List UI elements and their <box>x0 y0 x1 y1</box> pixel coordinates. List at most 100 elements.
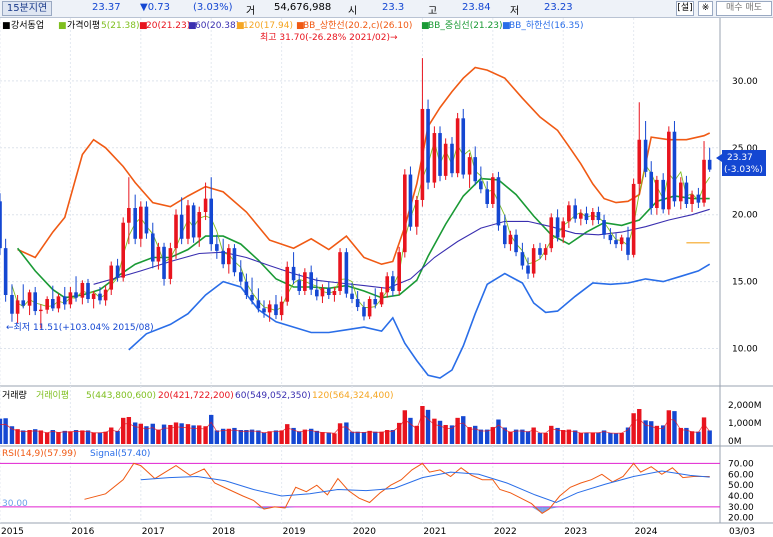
volume-bar <box>62 430 67 444</box>
rsi-y-tick: 30.00 <box>728 503 754 513</box>
volume-bar <box>543 432 548 444</box>
volume-bar <box>361 432 367 444</box>
candle-body <box>256 300 261 309</box>
price-change: ▼0.73 <box>140 2 170 13</box>
candle-body <box>197 212 202 238</box>
volume-bar <box>291 427 296 444</box>
volume-bar <box>297 431 302 444</box>
candle-body <box>127 208 131 223</box>
candle-body <box>144 206 149 234</box>
volume-bar <box>244 430 249 444</box>
candle-body <box>285 266 290 302</box>
volume-bar <box>601 430 607 444</box>
candle-body <box>139 206 143 239</box>
volume-bar <box>126 417 132 444</box>
rsi-y-tick: 60.00 <box>728 470 754 480</box>
quote-bar: 15분지연 23.37 ▼0.73 (3.03%) 거 54,676,988 시… <box>0 0 773 18</box>
candle-body <box>631 183 636 255</box>
volume-ma120: 120(564,324,400) <box>312 391 393 401</box>
candle-body <box>561 221 566 238</box>
volume-bar <box>121 417 126 444</box>
volume-y-tick: 1,000M <box>728 419 762 429</box>
ma60-line <box>93 208 710 289</box>
open-value: 23.3 <box>382 2 405 13</box>
candle-body <box>432 133 437 183</box>
volume-bar <box>344 422 349 444</box>
candle-body <box>614 240 618 245</box>
candle-body <box>379 292 384 305</box>
volume-bar <box>420 406 425 444</box>
volume-ma20: 20(421,722,200) <box>158 391 234 401</box>
candle-body <box>338 252 342 291</box>
volume-bar <box>320 432 325 444</box>
price-y-tick: 30.00 <box>732 77 758 87</box>
volume-bar <box>396 422 402 444</box>
candle-body <box>526 265 530 274</box>
price-y-tick: 15.00 <box>732 278 758 288</box>
rsi-oversold-fill <box>549 506 560 510</box>
trade-button[interactable]: 매수 매도 <box>716 1 772 16</box>
candle-body <box>62 296 67 305</box>
candle-body <box>502 225 507 245</box>
volume-bar <box>185 424 191 444</box>
volume-bar <box>484 429 490 444</box>
volume-bar <box>3 418 8 444</box>
candle-body <box>303 272 307 291</box>
volume-bar <box>508 431 513 444</box>
x-tick-label: 2016 <box>71 527 94 537</box>
volume-bar <box>150 423 155 444</box>
x-tick-label: 2022 <box>494 527 517 537</box>
candle-body <box>397 252 401 291</box>
candle-body <box>590 212 595 221</box>
volume-bar <box>349 431 355 444</box>
volume-bar <box>467 427 472 444</box>
candle-body <box>678 182 683 202</box>
volume-bar <box>572 430 578 444</box>
candle-body <box>39 309 43 312</box>
gear-icon[interactable]: ※ <box>698 1 713 16</box>
volume-bar <box>138 423 144 444</box>
rsi-oversold-fill <box>285 506 296 508</box>
volume-bar <box>566 429 572 444</box>
volume-bar <box>443 424 448 444</box>
volume-bar <box>390 430 396 444</box>
candle-body <box>461 118 466 175</box>
settings-button[interactable]: [설] <box>676 1 694 16</box>
volume-bar <box>590 432 595 444</box>
rsi-y-tick: 20.00 <box>728 514 754 524</box>
volume-bar <box>596 432 601 444</box>
signal-legend: Signal(57.40) <box>90 449 150 459</box>
volume-bar <box>631 413 636 444</box>
price-tag-pct: (-3.03%) <box>724 165 763 175</box>
volume-bar <box>191 425 196 444</box>
ma60-legend-marker: ■ <box>188 21 197 31</box>
interval-selector[interactable]: 15분지연 <box>2 1 52 16</box>
volume-y-tick: 2,000M <box>728 401 762 411</box>
ma20-legend-marker: ■ <box>139 21 148 31</box>
price-y-tick: 20.00 <box>732 211 758 221</box>
ma-label: 가격이평 <box>67 19 100 31</box>
candle-body <box>3 248 8 295</box>
candle-body <box>514 234 518 253</box>
volume-bar <box>56 432 61 444</box>
candle-body <box>543 248 548 255</box>
candle-body <box>121 222 126 278</box>
candle-body <box>203 198 208 213</box>
volume-bar <box>608 432 613 444</box>
volume-bar <box>643 420 648 444</box>
candle-body <box>637 139 642 184</box>
x-tick-label: 2015 <box>1 527 24 537</box>
volume-bar <box>684 427 689 444</box>
volume-bar <box>408 417 413 444</box>
bb-mid-line <box>16 177 710 299</box>
candle-body <box>297 280 302 291</box>
candle-body <box>21 300 26 306</box>
volume-bar <box>261 432 267 444</box>
volume-bar <box>437 420 443 444</box>
rsi-y-tick: 50.00 <box>728 481 754 491</box>
volume-bar <box>355 431 360 444</box>
candle-body <box>579 213 583 219</box>
candle-body <box>80 282 85 298</box>
rsi-oversold-fill <box>531 506 543 514</box>
